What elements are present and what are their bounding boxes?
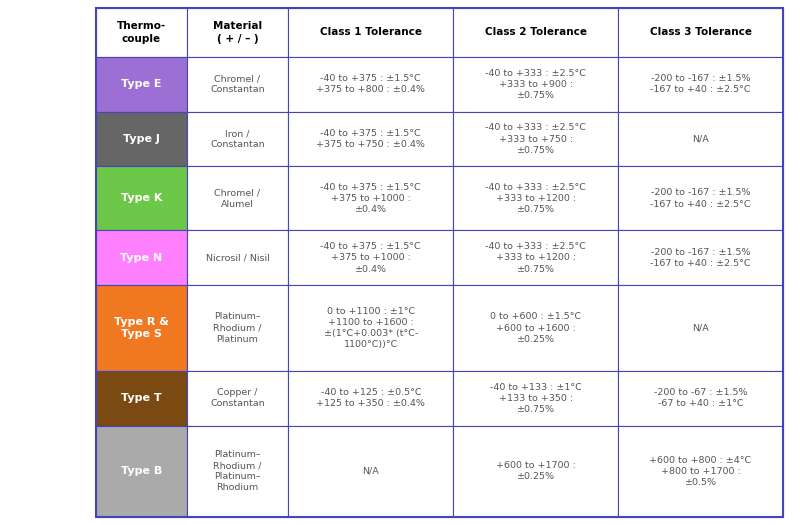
Bar [618, 426, 783, 517]
Text: 0 to +1100 : ±1°C
+1100 to +1600 :
±(1°C+0.003* (t°C-
1100°C))°C: 0 to +1100 : ±1°C +1100 to +1600 : ±(1°C… [324, 307, 418, 349]
Text: N/A: N/A [362, 467, 379, 476]
Bar [618, 8, 783, 57]
Text: Type K: Type K [121, 194, 162, 204]
Bar [454, 166, 618, 230]
Bar [454, 8, 618, 57]
Bar [454, 426, 618, 517]
Bar [288, 426, 454, 517]
Bar [186, 230, 288, 286]
Bar [454, 286, 618, 371]
Text: -40 to +375 : ±1.5°C
+375 to +1000 :
±0.4%: -40 to +375 : ±1.5°C +375 to +1000 : ±0.… [321, 183, 421, 214]
Bar [186, 57, 288, 112]
Bar [618, 286, 783, 371]
Text: -40 to +133 : ±1°C
+133 to +350 :
±0.75%: -40 to +133 : ±1°C +133 to +350 : ±0.75% [490, 383, 582, 414]
Text: -40 to +375 : ±1.5°C
+375 to +750 : ±0.4%: -40 to +375 : ±1.5°C +375 to +750 : ±0.4… [316, 129, 426, 149]
Text: Type E: Type E [121, 79, 162, 89]
Text: -40 to +375 : ±1.5°C
+375 to +800 : ±0.4%: -40 to +375 : ±1.5°C +375 to +800 : ±0.4… [316, 74, 426, 94]
Bar [618, 166, 783, 230]
Bar [288, 166, 454, 230]
Bar [186, 426, 288, 517]
Text: N/A: N/A [692, 323, 709, 332]
Text: -40 to +375 : ±1.5°C
+375 to +1000 :
±0.4%: -40 to +375 : ±1.5°C +375 to +1000 : ±0.… [321, 243, 421, 274]
Bar [454, 57, 618, 112]
Text: 0 to +600 : ±1.5°C
+600 to +1600 :
±0.25%: 0 to +600 : ±1.5°C +600 to +1600 : ±0.25… [490, 312, 582, 344]
Text: Nicrosil / Nisil: Nicrosil / Nisil [206, 254, 270, 262]
Text: Type N: Type N [120, 253, 162, 263]
Bar [96, 230, 186, 286]
Text: Iron /
Constantan: Iron / Constantan [210, 129, 265, 149]
Text: Chromel /
Constantan: Chromel / Constantan [210, 74, 265, 94]
Bar [288, 371, 454, 426]
Text: Type B: Type B [121, 466, 162, 476]
Bar [186, 286, 288, 371]
Bar [618, 57, 783, 112]
Bar [288, 57, 454, 112]
Bar [288, 8, 454, 57]
Bar [186, 166, 288, 230]
Bar [288, 112, 454, 166]
Text: -40 to +333 : ±2.5°C
+333 to +900 :
±0.75%: -40 to +333 : ±2.5°C +333 to +900 : ±0.7… [486, 69, 586, 100]
Bar [96, 166, 186, 230]
Bar [96, 112, 186, 166]
Text: Class 1 Tolerance: Class 1 Tolerance [320, 27, 422, 37]
Text: Type T: Type T [121, 393, 162, 403]
Text: -40 to +125 : ±0.5°C
+125 to +350 : ±0.4%: -40 to +125 : ±0.5°C +125 to +350 : ±0.4… [316, 388, 426, 408]
Bar [96, 8, 783, 517]
Text: +600 to +800 : ±4°C
+800 to +1700 :
±0.5%: +600 to +800 : ±4°C +800 to +1700 : ±0.5… [650, 456, 752, 487]
Text: Material
( + / – ): Material ( + / – ) [213, 21, 262, 44]
Bar [186, 371, 288, 426]
Text: -40 to +333 : ±2.5°C
+333 to +1200 :
±0.75%: -40 to +333 : ±2.5°C +333 to +1200 : ±0.… [486, 183, 586, 214]
Text: Class 3 Tolerance: Class 3 Tolerance [650, 27, 751, 37]
Bar [454, 371, 618, 426]
Text: -200 to -167 : ±1.5%
-167 to +40 : ±2.5°C: -200 to -167 : ±1.5% -167 to +40 : ±2.5°… [650, 188, 751, 208]
Text: Class 2 Tolerance: Class 2 Tolerance [485, 27, 586, 37]
Bar [288, 230, 454, 286]
Bar [288, 286, 454, 371]
Bar [618, 230, 783, 286]
Text: Chromel /
Alumel: Chromel / Alumel [214, 188, 261, 208]
Text: Copper /
Constantan: Copper / Constantan [210, 388, 265, 408]
Text: N/A: N/A [692, 134, 709, 143]
Text: -40 to +333 : ±2.5°C
+333 to +1200 :
±0.75%: -40 to +333 : ±2.5°C +333 to +1200 : ±0.… [486, 243, 586, 274]
Text: -40 to +333 : ±2.5°C
+333 to +750 :
±0.75%: -40 to +333 : ±2.5°C +333 to +750 : ±0.7… [486, 123, 586, 155]
Bar [454, 230, 618, 286]
Text: Type J: Type J [123, 134, 160, 144]
Text: Platinum–
Rhodium /
Platinum: Platinum– Rhodium / Platinum [214, 312, 262, 344]
Text: +600 to +1700 :
±0.25%: +600 to +1700 : ±0.25% [496, 461, 575, 481]
Text: Thermo-
couple: Thermo- couple [117, 21, 166, 44]
Bar [96, 8, 186, 57]
Text: Type R &
Type S: Type R & Type S [114, 317, 169, 339]
Bar [454, 112, 618, 166]
Bar [618, 112, 783, 166]
Bar [96, 57, 186, 112]
Text: Platinum–
Rhodium /
Platinum–
Rhodium: Platinum– Rhodium / Platinum– Rhodium [214, 450, 262, 492]
Bar [186, 8, 288, 57]
Bar [96, 371, 186, 426]
Bar [186, 112, 288, 166]
Text: -200 to -67 : ±1.5%
-67 to +40 : ±1°C: -200 to -67 : ±1.5% -67 to +40 : ±1°C [654, 388, 747, 408]
Text: -200 to -167 : ±1.5%
-167 to +40 : ±2.5°C: -200 to -167 : ±1.5% -167 to +40 : ±2.5°… [650, 74, 751, 94]
Text: -200 to -167 : ±1.5%
-167 to +40 : ±2.5°C: -200 to -167 : ±1.5% -167 to +40 : ±2.5°… [650, 248, 751, 268]
Bar [96, 426, 186, 517]
Bar [618, 371, 783, 426]
Bar [96, 286, 186, 371]
